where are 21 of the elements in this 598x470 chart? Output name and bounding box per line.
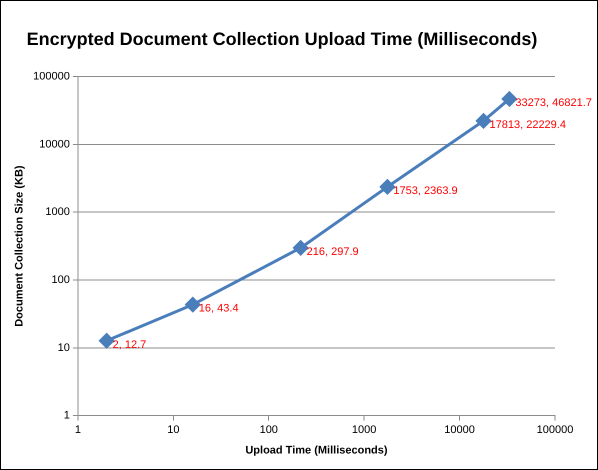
- chart-title: Encrypted Document Collection Upload Time (Milliseconds): [26, 28, 538, 49]
- y-tick-label: 10000: [39, 138, 70, 150]
- x-tick-label: 100000: [536, 424, 574, 436]
- x-tick-label: 10000: [444, 424, 475, 436]
- x-axis-title: Upload Time (Milliseconds): [245, 444, 388, 456]
- data-label: 1753, 2363.9: [393, 184, 458, 197]
- y-tick-label: 100000: [33, 70, 70, 83]
- data-label: 216, 297.9: [306, 246, 359, 258]
- data-label: 17813, 22229.4: [490, 118, 566, 131]
- y-tick-label: 10: [58, 342, 70, 354]
- y-tick-label: 1000: [45, 206, 70, 218]
- y-tick-label: 100: [52, 274, 70, 286]
- x-tick-label: 10: [167, 424, 180, 436]
- x-tick-label: 100: [260, 424, 278, 436]
- y-tick-label: 1: [64, 410, 70, 422]
- x-tick-label: 1000: [352, 424, 376, 436]
- data-label: 33273, 46821.7: [515, 96, 592, 109]
- data-label: 16, 43.4: [198, 302, 239, 315]
- x-tick-label: 1: [74, 424, 81, 436]
- y-axis-title: Document Collection Size (KB): [14, 165, 26, 327]
- data-label: 2, 12.7: [112, 338, 146, 351]
